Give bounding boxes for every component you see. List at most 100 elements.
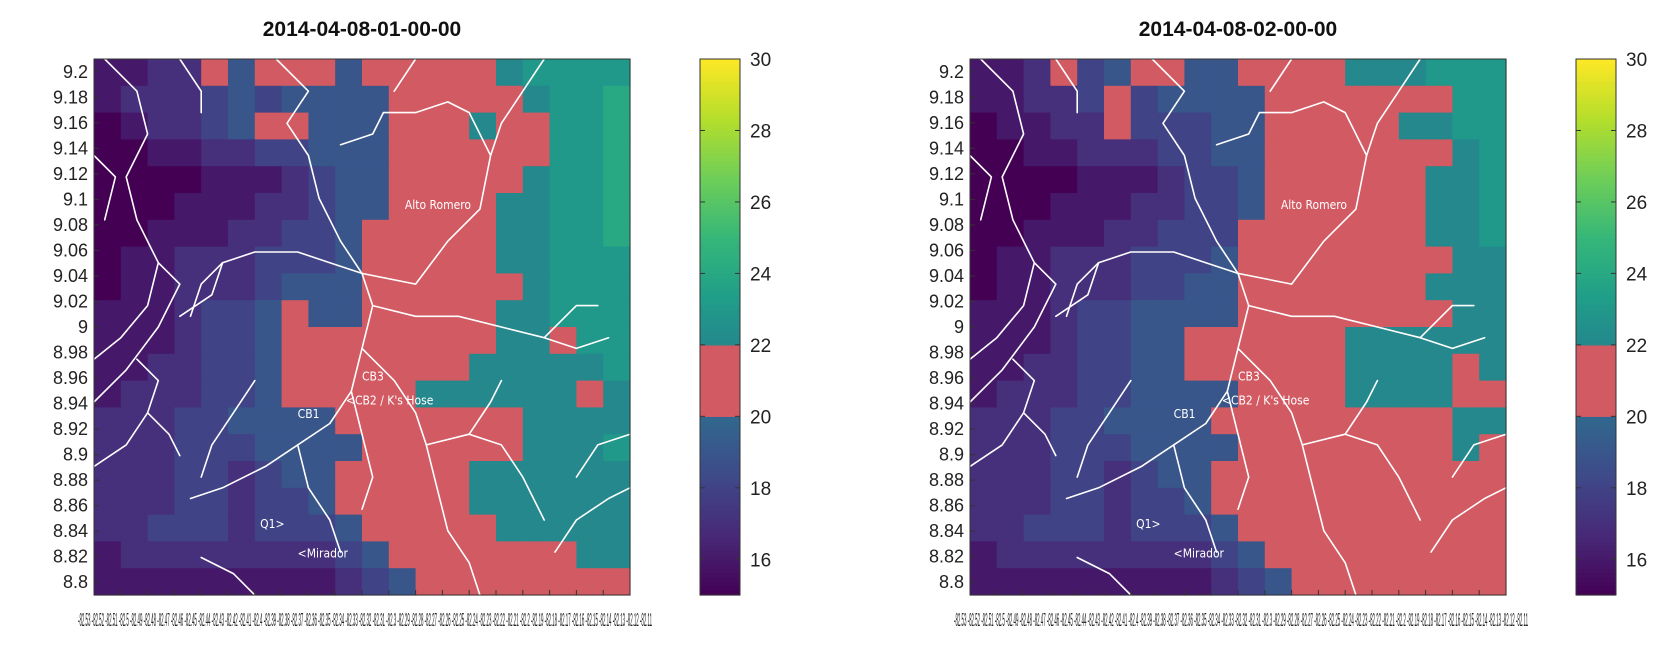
heatmap-cell	[201, 85, 229, 114]
colorbar-segment	[1576, 246, 1616, 252]
heatmap-cell	[415, 568, 443, 596]
heatmap-cell	[1425, 59, 1453, 87]
heatmap-cell	[1238, 85, 1266, 114]
colorbar-segment	[1576, 407, 1616, 413]
heatmap-cell	[1184, 112, 1212, 140]
heatmap-cell	[970, 59, 998, 87]
heatmap-cell	[1479, 219, 1507, 248]
heatmap-cell	[970, 112, 998, 140]
heatmap-cell	[1345, 327, 1373, 355]
heatmap-cell	[147, 487, 175, 516]
heatmap-cell	[1077, 353, 1105, 382]
colorbar-segment	[700, 358, 740, 364]
colorbar-segment	[700, 117, 740, 123]
heatmap-cell	[94, 85, 122, 114]
colorbar-segment	[700, 398, 740, 404]
colorbar-segment	[700, 487, 740, 493]
heatmap-cell	[254, 112, 283, 140]
colorbar-segment	[700, 130, 740, 136]
heatmap-cell	[1345, 353, 1373, 382]
colorbar-segment	[700, 94, 740, 100]
colorbar-segment	[700, 170, 740, 176]
heatmap-cell	[120, 85, 149, 114]
heatmap-cell	[1023, 219, 1051, 248]
heatmap-cell	[1318, 541, 1346, 569]
heatmap-cell	[1479, 380, 1507, 408]
heatmap-cell	[388, 246, 417, 274]
river-line	[179, 261, 224, 318]
heatmap-cell	[1372, 461, 1400, 489]
heatmap-cell	[147, 541, 175, 569]
heatmap-cell	[1157, 85, 1185, 114]
heatmap-cell	[120, 541, 149, 569]
heatmap-cell	[1023, 568, 1051, 596]
colorbar-segment	[1576, 447, 1616, 453]
river-line	[1247, 304, 1486, 350]
heatmap-cell	[1130, 85, 1159, 114]
heatmap-cell	[1425, 300, 1453, 328]
colorbar-segment	[700, 193, 740, 199]
heatmap-cell	[1184, 300, 1212, 328]
heatmap-cell	[1130, 353, 1159, 382]
place-label: CB1	[1174, 407, 1196, 421]
heatmap-cell	[576, 219, 604, 248]
colorbar-segment	[700, 389, 740, 395]
heatmap-cell	[496, 166, 524, 194]
colorbar-segment	[1576, 134, 1616, 140]
heatmap-cell	[549, 112, 577, 140]
heatmap-cell	[1452, 246, 1480, 274]
heatmap-cell	[1479, 59, 1507, 87]
colorbar-segment	[1576, 103, 1616, 109]
river-line	[361, 101, 492, 285]
heatmap-cell	[308, 380, 336, 408]
colorbar-segment	[1576, 197, 1616, 203]
colorbar-segment	[1576, 193, 1616, 199]
colorbar-segment	[700, 197, 740, 203]
heatmap-cell	[1130, 327, 1159, 355]
heatmap-cell	[362, 461, 390, 489]
colorbar-segment	[1576, 148, 1616, 154]
heatmap-cell	[1452, 193, 1480, 221]
heatmap-cell	[1023, 487, 1051, 516]
colorbar-segment	[700, 394, 740, 400]
heatmap-cell	[1264, 487, 1293, 516]
heatmap-cell	[254, 166, 283, 194]
heatmap-cell	[94, 246, 122, 274]
colorbar-segment	[700, 536, 740, 542]
heatmap-cell	[1345, 246, 1373, 274]
heatmap-cell	[1077, 300, 1105, 328]
heatmap-cell	[1077, 380, 1105, 408]
colorbar-segment	[1576, 210, 1616, 216]
heatmap-cell	[308, 300, 336, 328]
heatmap-cell	[362, 193, 390, 221]
heatmap-cell	[469, 541, 497, 569]
heatmap-cell	[94, 219, 122, 248]
colorbar-segment	[700, 523, 740, 529]
heatmap-cell	[308, 434, 336, 462]
heatmap-cell	[281, 300, 309, 328]
heatmap-cell	[362, 487, 390, 516]
heatmap-cell	[1372, 514, 1400, 542]
heatmap-cell	[120, 434, 149, 462]
heatmap-cell	[1130, 461, 1159, 489]
river-line	[189, 251, 363, 318]
heatmap-cell	[1238, 541, 1266, 569]
heatmap-cell	[576, 568, 604, 596]
colorbar-segment	[1576, 121, 1616, 127]
heatmap-cell	[1291, 407, 1319, 435]
heatmap-cell	[1023, 300, 1051, 328]
heatmap-cell	[281, 327, 309, 355]
colorbar-segment	[1576, 224, 1616, 230]
colorbar-segment	[1576, 139, 1616, 145]
heatmap-cell	[496, 514, 524, 542]
heatmap-cell	[549, 380, 577, 408]
colorbar-segment	[700, 407, 740, 413]
heatmap-cell	[549, 568, 577, 596]
heatmap-cell	[496, 300, 524, 328]
heatmap-cell	[281, 273, 309, 301]
heatmap-cell	[996, 246, 1025, 274]
colorbar-segment	[1576, 402, 1616, 408]
heatmap-cell	[1318, 434, 1346, 462]
colorbar-tick-label: 26	[750, 193, 771, 214]
heatmap-cell	[469, 353, 497, 382]
